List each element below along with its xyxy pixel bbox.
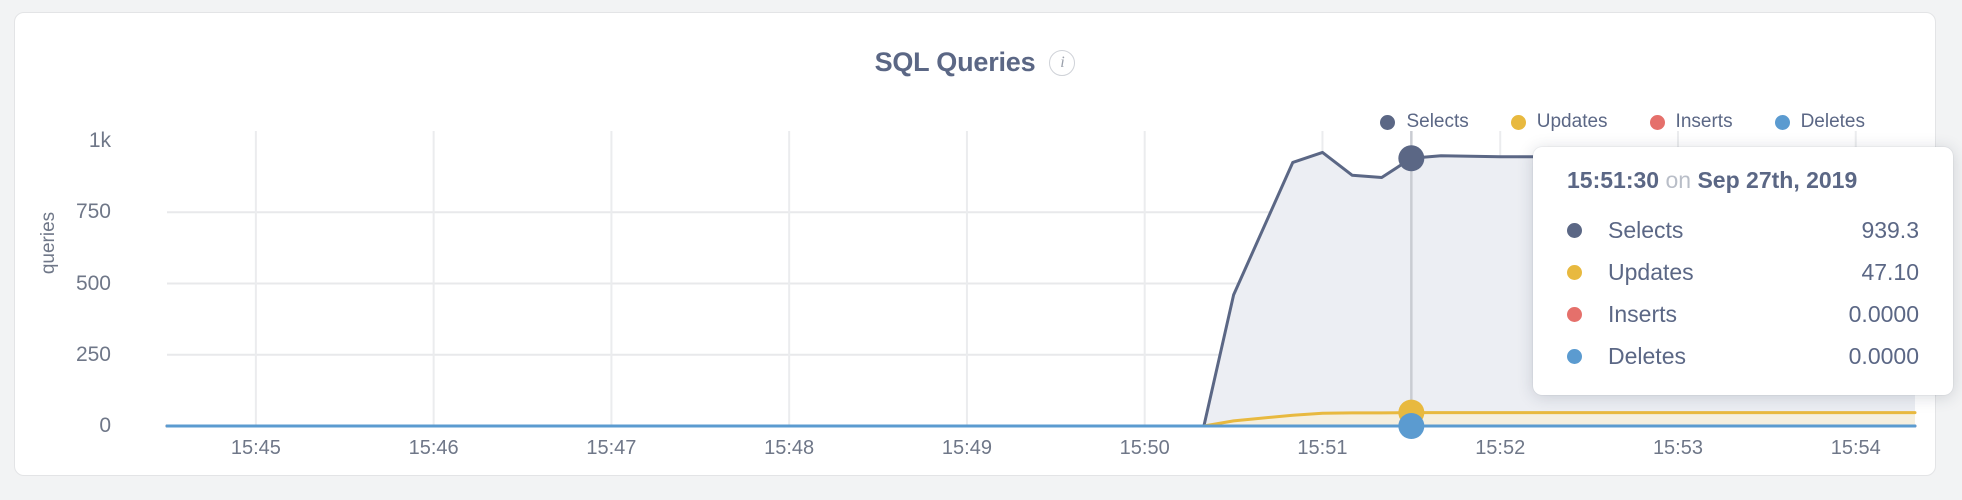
tooltip-row: Updates 47.10 xyxy=(1567,251,1919,293)
x-axis-tick-label: 15:48 xyxy=(764,437,815,459)
x-axis-tick-label: 15:49 xyxy=(941,437,992,459)
legend-label: Selects xyxy=(1406,111,1469,132)
tooltip-row: Selects 939.3 xyxy=(1567,209,1919,251)
x-axis-tick-label: 15:50 xyxy=(1119,437,1170,459)
legend-item-selects[interactable]: Selects xyxy=(1380,111,1469,133)
legend-dot-selects-icon xyxy=(1380,114,1396,130)
tooltip-rows: Selects 939.3 Updates 47.10 Inserts 0.0000 Del… xyxy=(1567,209,1919,377)
y-axis-tick-label: 0 xyxy=(99,414,111,437)
data-point-marker-selects[interactable] xyxy=(1398,145,1425,172)
y-axis-tick-label: 250 xyxy=(75,342,111,366)
series-area-selects xyxy=(167,152,1915,426)
tooltip-series-value: 939.3 xyxy=(1861,216,1919,243)
data-point-marker-deletes[interactable] xyxy=(1398,413,1425,439)
x-axis-tick-label: 15:45 xyxy=(230,437,281,459)
tooltip-on-word: on xyxy=(1665,167,1692,193)
chart-legend: Selects Updates Inserts Deletes xyxy=(1380,111,1865,133)
hover-tooltip: 15:51:30 on Sep 27th, 2019 Selects 939.3 U… xyxy=(1533,147,1953,395)
tooltip-series-value: 0.0000 xyxy=(1848,300,1919,327)
legend-label: Updates xyxy=(1536,111,1608,132)
tooltip-series-label: Selects xyxy=(1608,216,1684,243)
legend-label: Inserts xyxy=(1675,111,1733,132)
legend-dot-deletes-icon xyxy=(1774,114,1790,130)
info-icon[interactable]: i xyxy=(1049,49,1076,76)
legend-dot-updates-icon xyxy=(1510,114,1526,130)
y-axis-tick-label: 500 xyxy=(75,271,111,295)
tooltip-row: Deletes 0.0000 xyxy=(1567,335,1919,377)
tooltip-row: Inserts 0.0000 xyxy=(1567,293,1919,335)
x-axis-tick-label: 15:53 xyxy=(1652,437,1703,459)
y-axis-tick-label: 750 xyxy=(75,200,111,224)
tooltip-series-label: Updates xyxy=(1608,258,1694,285)
x-axis-tick-label: 15:52 xyxy=(1475,437,1526,459)
x-axis-tick-label: 15:54 xyxy=(1830,437,1881,459)
legend-label: Deletes xyxy=(1800,111,1865,132)
legend-item-updates[interactable]: Updates xyxy=(1510,111,1608,133)
tooltip-dot-inserts-icon xyxy=(1567,306,1582,322)
x-axis-tick-label: 15:46 xyxy=(408,437,459,459)
tooltip-date: Sep 27th, 2019 xyxy=(1697,167,1858,193)
sql-queries-chart-card: SQL Queries i Selects Updates Inserts Delet… xyxy=(14,12,1953,476)
legend-dot-inserts-icon xyxy=(1649,114,1665,130)
y-axis-tick-label: 1k xyxy=(88,129,111,152)
tooltip-dot-updates-icon xyxy=(1567,264,1582,280)
tooltip-series-value: 47.10 xyxy=(1861,258,1919,285)
legend-item-deletes[interactable]: Deletes xyxy=(1774,111,1865,133)
tooltip-series-label: Inserts xyxy=(1608,300,1678,327)
tooltip-time: 15:51:30 xyxy=(1567,167,1660,193)
legend-item-inserts[interactable]: Inserts xyxy=(1649,111,1733,133)
tooltip-dot-deletes-icon xyxy=(1567,348,1582,364)
series-area-updates xyxy=(167,412,1915,426)
tooltip-timestamp: 15:51:30 on Sep 27th, 2019 xyxy=(1567,167,1919,194)
x-axis-tick-label: 15:51 xyxy=(1297,437,1348,459)
tooltip-series-label: Deletes xyxy=(1608,342,1686,369)
tooltip-series-value: 0.0000 xyxy=(1848,342,1919,369)
x-axis-tick-label: 15:47 xyxy=(586,437,637,459)
tooltip-dot-selects-icon xyxy=(1567,222,1582,238)
